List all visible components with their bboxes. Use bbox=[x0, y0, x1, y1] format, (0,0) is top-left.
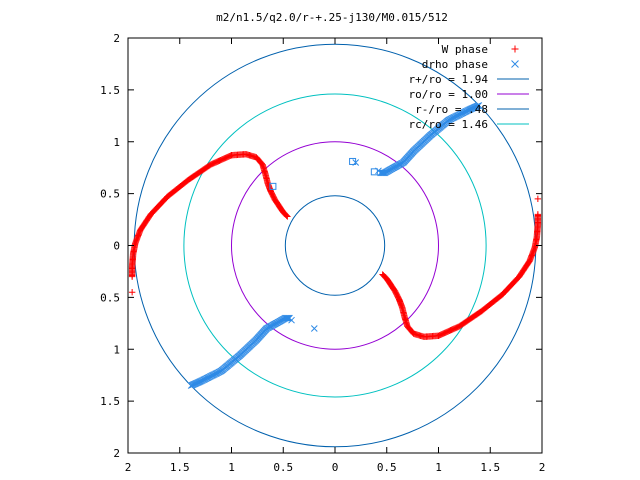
legend-entry: rc/ro = 1.46 bbox=[409, 118, 529, 131]
y-tick-label: 1 bbox=[113, 343, 120, 356]
series-w-phase bbox=[128, 151, 542, 340]
drho-point bbox=[380, 169, 387, 177]
x-tick-label: 1.5 bbox=[170, 461, 190, 474]
legend-label: r-/ro = .48 bbox=[415, 103, 488, 116]
drho-point bbox=[285, 314, 292, 322]
legend-label: rc/ro = 1.46 bbox=[409, 118, 488, 131]
square-marker bbox=[349, 157, 357, 165]
legend: W phase drho phase r+/ro = 1.94 ro/ro = 1.0… bbox=[409, 43, 529, 131]
square-marker bbox=[269, 182, 277, 190]
y-tick-label: 2 bbox=[113, 32, 120, 45]
x-tick-label: 1.5 bbox=[480, 461, 500, 474]
legend-entry: W phase bbox=[442, 43, 519, 56]
x-tick-label: 2 bbox=[539, 461, 546, 474]
drho-point bbox=[283, 314, 290, 322]
w-point bbox=[534, 195, 542, 203]
y-tick-label: 1 bbox=[113, 136, 120, 149]
drho-point bbox=[310, 325, 318, 332]
legend-entry: ro/ro = 1.00 bbox=[409, 88, 529, 101]
w-point bbox=[128, 288, 136, 296]
legend-entry: r-/ro = .48 bbox=[415, 103, 529, 116]
x-tick-label: 1 bbox=[228, 461, 235, 474]
legend-cross-marker bbox=[511, 60, 519, 68]
x-tick-label: 1 bbox=[435, 461, 442, 474]
series-drho-phase bbox=[187, 102, 483, 389]
ticks-layer: 2 1.5 1 0.5 0 0.5 1 1.5 221.510.500.511.52 bbox=[100, 32, 545, 474]
legend-label: W phase bbox=[442, 43, 488, 56]
y-tick-label: 0.5 bbox=[100, 188, 120, 201]
legend-label: r+/ro = 1.94 bbox=[409, 73, 489, 86]
circle-1 bbox=[231, 141, 439, 350]
x-tick-label: 0.5 bbox=[377, 461, 397, 474]
square-marker bbox=[370, 168, 378, 176]
x-tick-label: 2 bbox=[125, 461, 132, 474]
square-markers bbox=[269, 157, 378, 190]
y-tick-label: 1.5 bbox=[100, 395, 120, 408]
w-point bbox=[128, 273, 136, 280]
circle-3 bbox=[183, 93, 487, 398]
y-tick-label: 1.5 bbox=[100, 84, 120, 97]
y-tick-label: 0.5 bbox=[100, 291, 120, 304]
legend-label: ro/ro = 1.00 bbox=[409, 88, 488, 101]
legend-label: drho phase bbox=[422, 58, 488, 71]
drho-point bbox=[288, 316, 295, 324]
chart-title: m2/n1.5/q2.0/r-+.25-j130/M0.015/512 bbox=[216, 11, 448, 24]
y-tick-label: 0 bbox=[113, 240, 120, 253]
drho-point bbox=[378, 169, 385, 177]
circle-2 bbox=[284, 195, 386, 296]
y-tick-label: 2 bbox=[113, 447, 120, 460]
legend-entry: r+/ro = 1.94 bbox=[409, 73, 529, 86]
w-point bbox=[534, 211, 542, 218]
legend-entry: drho phase bbox=[422, 58, 519, 71]
drho-point bbox=[379, 169, 386, 177]
legend-plus-marker bbox=[511, 45, 519, 53]
x-tick-label: 0.5 bbox=[273, 461, 293, 474]
drho-point bbox=[284, 314, 291, 322]
series-layer bbox=[128, 102, 542, 389]
x-tick-label: 0 bbox=[332, 461, 339, 474]
